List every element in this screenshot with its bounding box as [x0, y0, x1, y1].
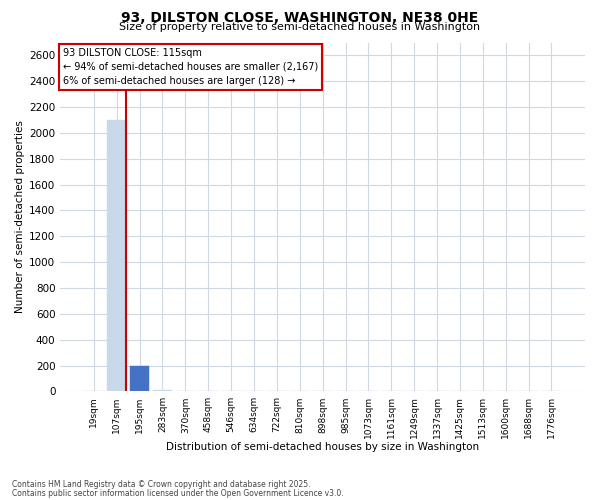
X-axis label: Distribution of semi-detached houses by size in Washington: Distribution of semi-detached houses by …	[166, 442, 479, 452]
Text: Contains public sector information licensed under the Open Government Licence v3: Contains public sector information licen…	[12, 488, 344, 498]
Text: Contains HM Land Registry data © Crown copyright and database right 2025.: Contains HM Land Registry data © Crown c…	[12, 480, 311, 489]
Bar	[153, 390, 172, 392]
Y-axis label: Number of semi-detached properties: Number of semi-detached properties	[15, 120, 25, 314]
Bar	[107, 120, 127, 392]
Text: 93, DILSTON CLOSE, WASHINGTON, NE38 0HE: 93, DILSTON CLOSE, WASHINGTON, NE38 0HE	[121, 12, 479, 26]
Bar	[176, 391, 195, 392]
Text: Size of property relative to semi-detached houses in Washington: Size of property relative to semi-detach…	[119, 22, 481, 32]
Text: 93 DILSTON CLOSE: 115sqm
← 94% of semi-detached houses are smaller (2,167)
6% of: 93 DILSTON CLOSE: 115sqm ← 94% of semi-d…	[63, 48, 318, 86]
Bar	[130, 366, 149, 392]
